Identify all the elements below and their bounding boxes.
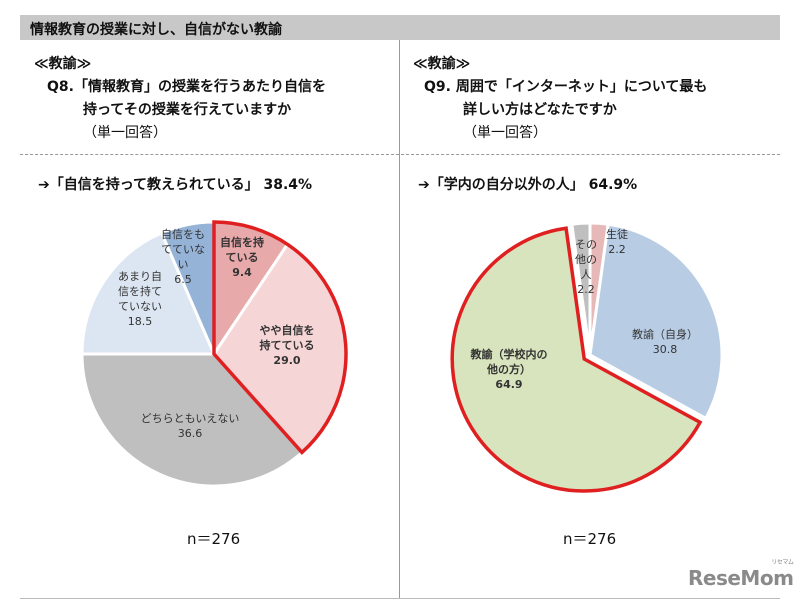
- slice-value: 9.4: [232, 266, 252, 279]
- slice-label-line: 教諭（自身）: [632, 327, 698, 341]
- slice-value: 2.2: [608, 243, 626, 256]
- left-question-line: Q8.「情報教育」の授業を行うあたり自信を: [47, 79, 326, 95]
- resemom-logo: リセマム ReseMom: [688, 559, 794, 590]
- slice-label: 教諭（学校内の他の方） 64.9: [470, 347, 548, 391]
- slice-label-line: その: [575, 238, 597, 251]
- right-question-note: （単一回答）: [463, 125, 547, 141]
- bottom-divider: [20, 598, 780, 599]
- slice-value: 36.6: [178, 427, 203, 440]
- left-question-line: 持ってその授業を行えていますか: [83, 102, 292, 118]
- slice-label-line: 人: [581, 268, 592, 281]
- slice-value: 30.8: [653, 343, 678, 356]
- header-title: 情報教育の授業に対し、自信がない教諭: [30, 22, 282, 38]
- dashed-divider: [20, 154, 780, 155]
- pie-slice: [80, 230, 217, 356]
- column-divider: [399, 40, 400, 598]
- highlight-outline: [212, 220, 348, 455]
- right-question-line: 詳しい方はどなたですか: [463, 102, 617, 118]
- slice-label: あまり自信を持てていない 18.5: [118, 270, 162, 328]
- slice-value: 29.0: [273, 354, 300, 367]
- slice-label-line: 信を持て: [118, 284, 162, 298]
- slice-label-line: ていない: [118, 300, 162, 313]
- slice-label-line: 生徒: [606, 227, 628, 241]
- right-sample-size: n＝276: [563, 530, 617, 548]
- slice-label-line: ている: [226, 251, 259, 264]
- slice-label-line: 他の: [575, 253, 597, 266]
- pie-slice: [570, 221, 592, 356]
- left-question-note: （単一回答）: [83, 125, 167, 141]
- slice-label-line: 自信をも: [161, 228, 205, 241]
- right-tag: ≪教諭≫: [413, 56, 471, 72]
- right-highlight: ➔「学内の自分以外の人」 64.9%: [418, 177, 638, 193]
- slice-value: 2.2: [577, 283, 595, 296]
- slice-value: 6.5: [174, 273, 192, 286]
- slice-value: 64.9: [495, 378, 522, 391]
- left-tag: ≪教諭≫: [34, 56, 92, 72]
- slice-label: やや自信を持てている 29.0: [260, 323, 315, 367]
- slice-label-line: 自信を持: [220, 235, 264, 249]
- slice-label-line: てていな: [161, 243, 205, 256]
- slice-label-line: やや自信を: [260, 323, 315, 337]
- slice-label: その他の人 2.2: [575, 238, 597, 296]
- slice-label: どちらともいえない 36.6: [141, 412, 240, 440]
- slice-label: 教諭（自身） 30.8: [632, 327, 698, 356]
- slice-label: 生徒 2.2: [606, 227, 628, 256]
- slice-label-line: い: [178, 258, 189, 271]
- left-highlight: ➔「自信を持って教えられている」 38.4%: [38, 177, 313, 193]
- logo-text: ReseMom: [688, 566, 794, 590]
- slice-label-line: 持てている: [260, 338, 315, 352]
- logo-sub: リセマム: [771, 559, 794, 566]
- left-sample-size: n＝276: [187, 530, 241, 548]
- slice-value: 18.5: [128, 315, 153, 328]
- header-bar: 情報教育の授業に対し、自信がない教諭: [20, 15, 780, 40]
- slice-label: 自信を持ている 9.4: [220, 235, 264, 279]
- pie-slice: [80, 352, 305, 488]
- slice-label-line: どちらともいえない: [141, 412, 240, 425]
- pie-slice: [588, 222, 724, 421]
- right-question-line: Q9. 周囲で「インターネット」について最も: [424, 79, 708, 95]
- slice-label-line: 他の方）: [486, 362, 531, 376]
- slice-label-line: 教諭（学校内の: [470, 347, 548, 361]
- highlight-outline: [450, 226, 703, 493]
- slice-label-line: あまり自: [118, 270, 162, 283]
- slice-label: 自信をもてていない 6.5: [161, 228, 205, 286]
